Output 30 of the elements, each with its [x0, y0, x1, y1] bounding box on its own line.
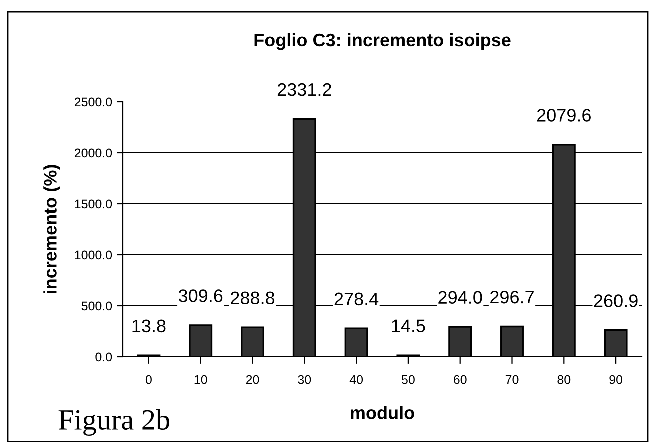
data-label: 2079.6 [537, 109, 591, 122]
x-tick-label: 20 [246, 375, 260, 384]
x-tick-label: 70 [506, 375, 519, 384]
x-tick-label: 30 [298, 375, 312, 384]
x-tick-label: 90 [610, 375, 623, 384]
x-axis-title: modulo [351, 406, 414, 420]
y-tick-label: 500.0 [82, 302, 112, 311]
y-tick-label: 2000.0 [74, 148, 112, 158]
x-tick-label: 80 [558, 375, 571, 384]
data-label: 14.5 [392, 320, 426, 333]
data-label: 278.4 [334, 292, 379, 306]
data-label: 294.0 [438, 291, 482, 304]
data-label: 260.9 [594, 294, 638, 308]
data-label: 288.8 [231, 292, 275, 305]
x-tick-label: 0 [146, 375, 152, 384]
x-tick-label: 40 [350, 375, 364, 384]
y-tick-label: 1000.0 [75, 250, 112, 260]
data-label: 309.6 [178, 290, 223, 302]
text: Figura 2b [58, 409, 170, 436]
data-label: 296.7 [490, 290, 534, 304]
y-tick-label: 0.0 [96, 352, 112, 362]
y-tick-label: 1500.0 [75, 200, 112, 209]
x-tick-label: 10 [194, 375, 208, 384]
chart-title: Foglio C3: incremento isoipse [254, 33, 511, 50]
y-axis-title: incremento (%) [44, 165, 60, 294]
y-tick-label: 2500.0 [74, 98, 112, 107]
data-label: 2331.2 [278, 83, 332, 96]
x-tick-label: 50 [402, 375, 415, 384]
x-tick-label: 60 [454, 375, 467, 384]
data-label: 13.8 [132, 320, 166, 333]
